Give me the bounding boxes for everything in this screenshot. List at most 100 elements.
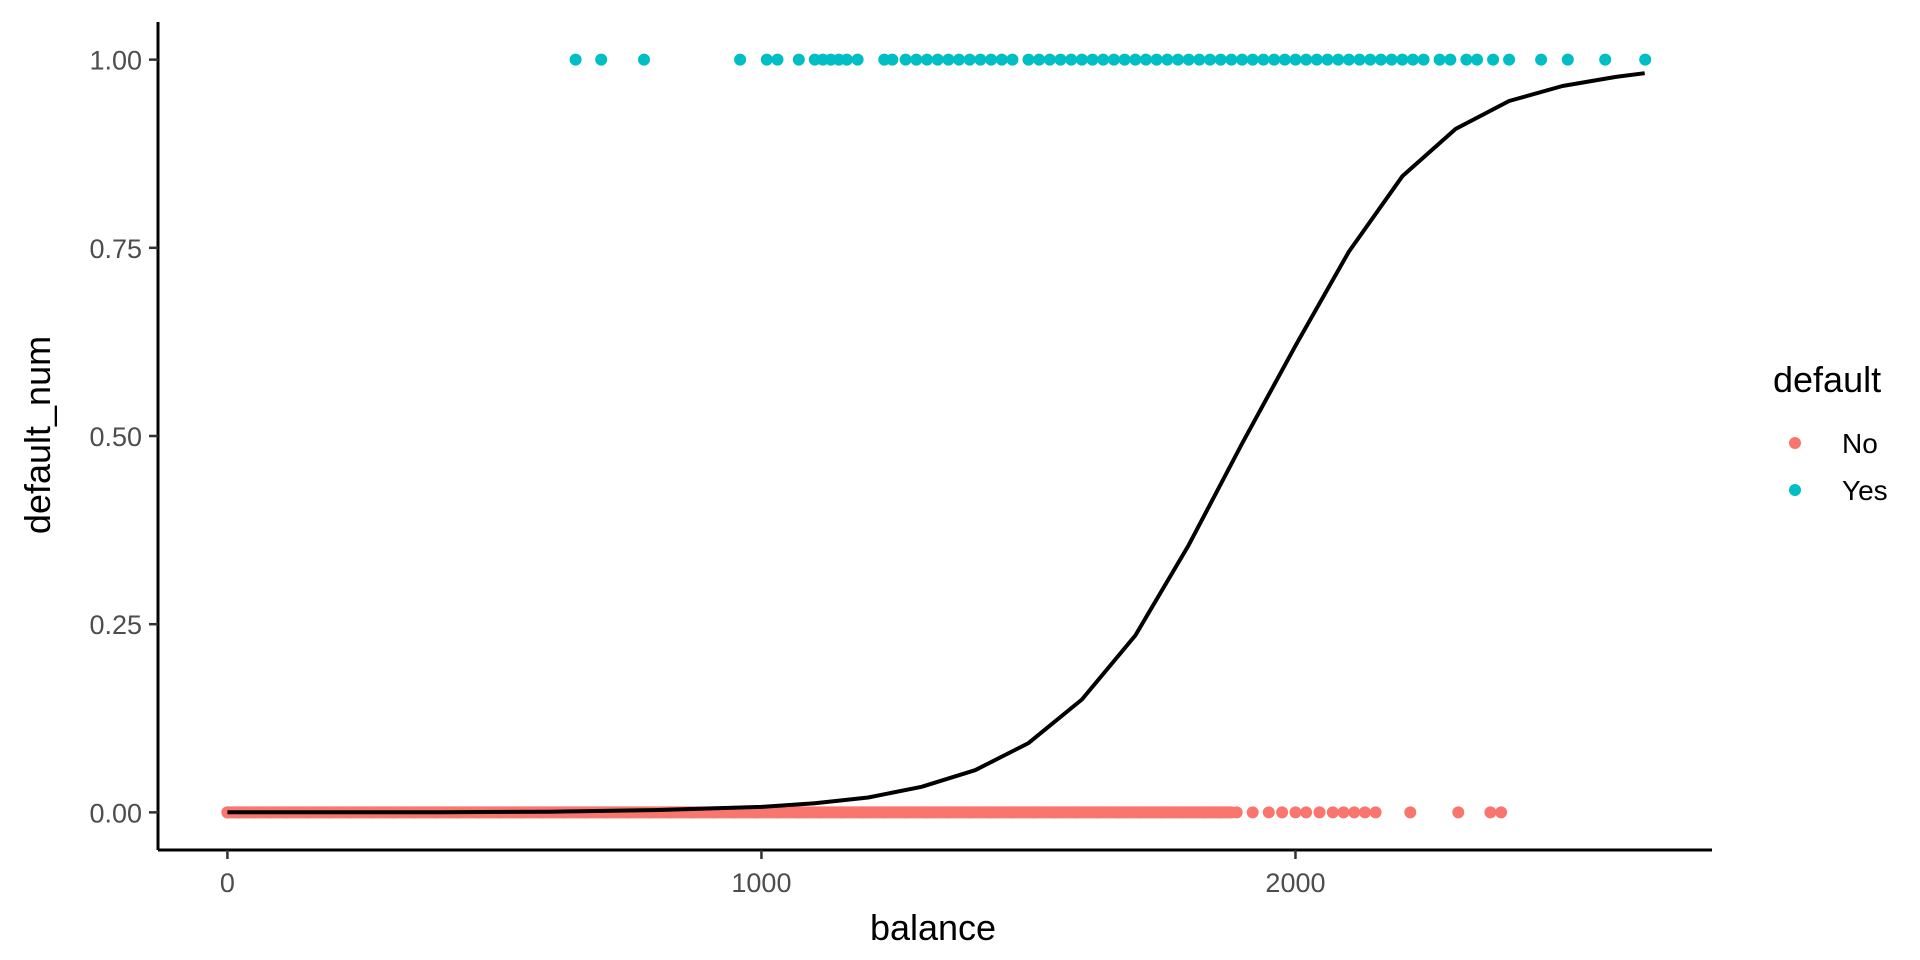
point-yes-32	[1086, 53, 1099, 66]
logistic-fit-line	[227, 71, 1645, 815]
point-no-62	[1452, 806, 1465, 819]
point-no-61	[1404, 806, 1417, 819]
point-yes-36	[1129, 53, 1142, 66]
point-yes-39	[1161, 53, 1174, 66]
point-yes-38	[1150, 53, 1163, 66]
point-yes-60	[1385, 53, 1398, 66]
point-no-50	[1246, 806, 1259, 819]
point-no-60	[1369, 806, 1382, 819]
point-yes-63	[1417, 53, 1430, 66]
point-yes-57	[1353, 53, 1366, 66]
point-yes-67	[1471, 53, 1483, 66]
point-no-55	[1313, 806, 1326, 819]
legend-key-no	[1789, 437, 1801, 449]
y-tick-label: 0.25	[89, 610, 142, 640]
point-yes-24	[995, 53, 1008, 66]
point-yes-6	[792, 53, 805, 66]
legend-key-yes	[1789, 484, 1801, 496]
point-yes-72	[1599, 53, 1612, 66]
point-no-64	[1495, 806, 1508, 819]
point-yes-3	[734, 53, 747, 66]
point-yes-52	[1300, 53, 1313, 66]
point-yes-45	[1225, 53, 1238, 66]
point-yes-25	[1006, 53, 1019, 66]
point-yes-31	[1075, 53, 1088, 66]
point-yes-11	[840, 53, 853, 66]
point-yes-19	[942, 53, 955, 66]
point-yes-62	[1406, 53, 1419, 66]
point-yes-56	[1342, 53, 1355, 66]
point-yes-15	[899, 53, 912, 66]
axes-group: 0.00 0.25 0.50 0.75 1.00 0 1000 2000	[89, 22, 1712, 898]
legend: default No Yes	[1773, 359, 1888, 506]
point-yes-26	[1022, 53, 1035, 66]
legend-title: default	[1773, 359, 1881, 400]
point-no-58	[1348, 806, 1361, 819]
legend-label-no: No	[1842, 428, 1878, 459]
point-yes-22	[974, 53, 987, 66]
point-yes-0	[569, 53, 582, 66]
y-tick-label: 1.00	[89, 46, 142, 76]
point-yes-42	[1193, 53, 1206, 66]
x-tick-label: 1000	[731, 868, 791, 898]
point-yes-5	[771, 53, 784, 66]
point-no-63	[1484, 806, 1497, 819]
point-yes-12	[851, 53, 864, 66]
point-yes-28	[1043, 53, 1056, 66]
point-yes-43	[1204, 53, 1216, 66]
point-no-51	[1262, 806, 1275, 819]
point-yes-65	[1444, 53, 1457, 66]
point-no-57	[1337, 806, 1350, 819]
point-yes-48	[1257, 53, 1270, 66]
point-yes-40	[1172, 53, 1184, 66]
point-yes-70	[1535, 53, 1548, 66]
point-yes-53	[1310, 53, 1323, 66]
point-yes-50	[1278, 53, 1291, 66]
y-axis-title: default_num	[17, 336, 58, 534]
y-tick-label: 0.00	[89, 798, 142, 828]
points-yes-group	[569, 53, 1652, 66]
point-yes-73	[1639, 53, 1652, 66]
point-yes-35	[1118, 53, 1131, 66]
point-yes-1	[595, 53, 608, 66]
point-yes-21	[963, 53, 976, 66]
point-yes-71	[1561, 53, 1574, 66]
legend-label-yes: Yes	[1842, 475, 1888, 506]
point-yes-37	[1139, 53, 1152, 66]
point-yes-46	[1236, 53, 1249, 66]
point-yes-17	[921, 53, 933, 66]
point-yes-34	[1107, 53, 1120, 66]
point-yes-55	[1332, 53, 1345, 66]
point-yes-33	[1097, 53, 1110, 66]
point-yes-54	[1321, 53, 1334, 66]
point-no-54	[1300, 806, 1313, 819]
point-yes-64	[1433, 53, 1446, 66]
point-yes-16	[910, 53, 923, 66]
point-no-52	[1276, 806, 1289, 819]
point-yes-14	[886, 53, 899, 66]
point-yes-58	[1364, 53, 1377, 66]
point-yes-4	[760, 53, 773, 66]
point-yes-61	[1396, 53, 1409, 66]
x-tick-label: 0	[220, 868, 235, 898]
point-yes-27	[1033, 53, 1046, 66]
point-yes-23	[985, 53, 998, 66]
point-no-56	[1326, 806, 1339, 819]
point-yes-29	[1054, 53, 1067, 66]
point-yes-20	[953, 53, 965, 66]
y-tick-label: 0.75	[89, 234, 142, 264]
x-axis-title: balance	[870, 907, 996, 948]
point-no-53	[1289, 806, 1302, 819]
point-yes-68	[1487, 53, 1500, 66]
point-yes-30	[1065, 53, 1078, 66]
point-yes-18	[931, 53, 944, 66]
point-yes-49	[1268, 53, 1281, 66]
point-yes-69	[1503, 53, 1516, 66]
point-yes-2	[638, 53, 650, 66]
point-yes-51	[1289, 53, 1302, 66]
point-yes-59	[1374, 53, 1387, 66]
fit-curve-group	[227, 71, 1645, 815]
point-yes-66	[1460, 53, 1473, 66]
